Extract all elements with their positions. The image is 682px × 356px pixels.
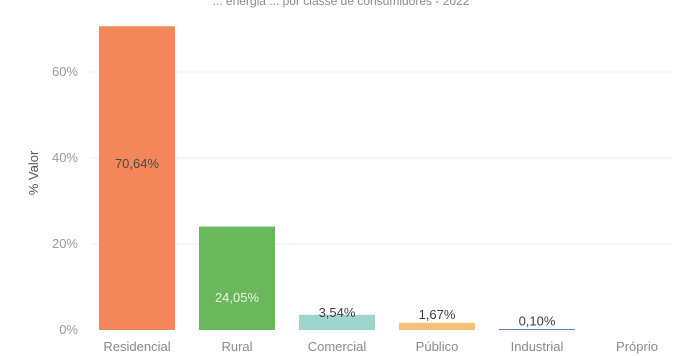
bars — [99, 26, 575, 331]
y-axis-label: % Valor — [26, 150, 41, 195]
data-label: 24,05% — [215, 290, 260, 305]
x-category-label: Industrial — [511, 339, 564, 354]
x-category-label: Rural — [221, 339, 252, 354]
data-label: 0,10% — [519, 314, 556, 329]
data-labels: 70,64% 24,05% 3,54% 1,67% 0,10% — [115, 156, 556, 329]
chart-title: ... energia ... por classe de consumidor… — [213, 0, 470, 8]
x-category-label: Próprio — [616, 339, 658, 354]
x-axis-categories: Residencial Rural Comercial Público Industri… — [103, 339, 658, 354]
bar-rural — [199, 226, 275, 330]
y-axis-ticks: 0% 20% 40% 60% — [52, 64, 78, 337]
grid-lines — [90, 71, 672, 245]
bar-comercial — [299, 314, 375, 330]
bar-residencial — [99, 26, 175, 331]
bar-público — [399, 322, 475, 330]
y-tick-label: 60% — [52, 64, 78, 79]
y-tick-label: 40% — [52, 150, 78, 165]
bar-industrial — [499, 329, 575, 330]
x-category-label: Residencial — [103, 339, 170, 354]
data-label: 70,64% — [115, 156, 160, 171]
y-tick-label: 0% — [59, 322, 78, 337]
x-category-label: Comercial — [308, 339, 367, 354]
data-label: 1,67% — [419, 307, 456, 322]
x-category-label: Público — [416, 339, 459, 354]
y-tick-label: 20% — [52, 236, 78, 251]
data-label: 3,54% — [319, 305, 356, 320]
